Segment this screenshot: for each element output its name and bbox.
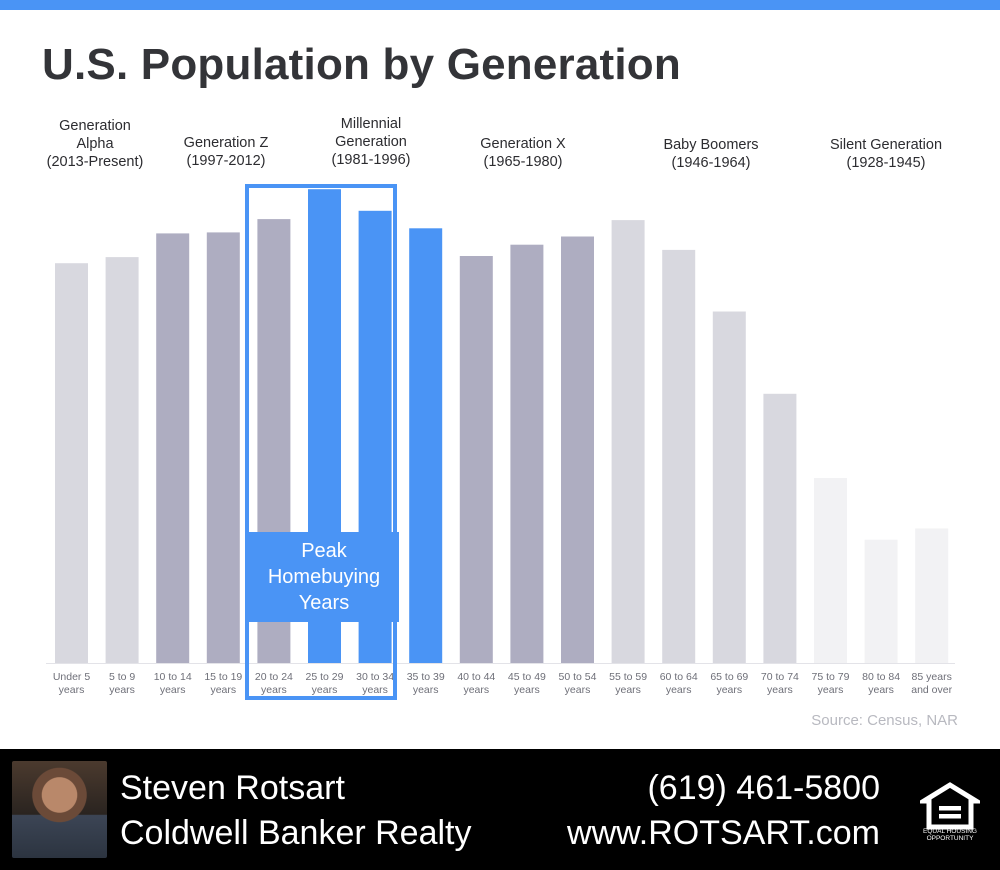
tick-label: 50 to 54 — [559, 671, 597, 683]
tick-label: years — [514, 684, 540, 696]
tick-label: years — [210, 684, 236, 696]
generation-label-gen-z: Generation Z (1997-2012) — [183, 135, 269, 169]
peak-homebuying-highlight-box — [245, 184, 397, 700]
generation-label-millennial: Millennial Generation (1981-1996) — [331, 116, 411, 168]
tick-label: years — [261, 684, 287, 696]
peak-homebuying-label: Peak Homebuying Years — [249, 532, 399, 622]
tick-label: 85 years — [912, 671, 952, 683]
agent-phone[interactable]: (619) 461-5800 — [647, 769, 880, 807]
tick-label: 70 to 74 — [761, 671, 799, 683]
bar-55-to-59 — [611, 220, 645, 663]
tick-label: years — [160, 684, 186, 696]
tick-label: 25 to 29 — [306, 671, 344, 683]
tick-label: 35 to 39 — [407, 671, 445, 683]
tick-label: 15 to 19 — [204, 671, 242, 683]
tick-label: Under 5 — [53, 671, 91, 683]
equal-housing-icon — [920, 782, 980, 830]
tick-label: years — [362, 684, 388, 696]
tick-label: years — [716, 684, 742, 696]
agent-name: Steven Rotsart — [120, 769, 345, 807]
tick-label: years — [868, 684, 894, 696]
tick-label: 45 to 49 — [508, 671, 546, 683]
tick-label: 5 to 9 — [109, 671, 135, 683]
bar-80-to-84 — [864, 539, 898, 663]
agent-footer: Steven Rotsart Coldwell Banker Realty (6… — [0, 749, 1000, 870]
bar-75-to-79 — [814, 478, 847, 663]
agent-website-link[interactable]: www.ROTSART.com — [567, 814, 880, 852]
tick-label: years — [463, 684, 489, 696]
tick-label: years — [312, 684, 338, 696]
bar-50-to-54 — [561, 236, 594, 663]
tick-label: 65 to 69 — [710, 671, 748, 683]
tick-label: years — [666, 684, 692, 696]
tick-label: 40 to 44 — [457, 671, 495, 683]
bar-under-5 — [55, 263, 88, 663]
tick-label: years — [767, 684, 793, 696]
tick-label: years — [109, 684, 135, 696]
bar-40-to-44 — [459, 256, 493, 663]
bar-70-to-74 — [763, 393, 797, 663]
tick-label: 55 to 59 — [609, 671, 647, 683]
generation-label-gen-x: Generation X (1965-1980) — [480, 136, 566, 170]
top-accent-bar — [0, 0, 1000, 10]
agent-company: Coldwell Banker Realty — [120, 814, 472, 852]
page-title: U.S. Population by Generation — [42, 40, 681, 89]
tick-label: 60 to 64 — [660, 671, 698, 683]
bar-10-to-14 — [156, 233, 190, 663]
bar-35-to-39 — [409, 228, 443, 664]
tick-label: years — [59, 684, 85, 696]
tick-label: years — [413, 684, 439, 696]
generation-label-baby-boomers: Baby Boomers (1946-1964) — [663, 137, 759, 171]
tick-label: years — [818, 684, 844, 696]
tick-label: 10 to 14 — [154, 671, 192, 683]
tick-label: years — [615, 684, 641, 696]
bar-15-to-19 — [206, 232, 240, 663]
tick-label: 30 to 34 — [356, 671, 394, 683]
bar-5-to-9 — [105, 257, 139, 663]
bar-60-to-64 — [662, 249, 696, 663]
bars-group — [55, 189, 949, 664]
bar-85-years — [915, 528, 949, 663]
tick-label: 80 to 84 — [862, 671, 900, 683]
source-note: Source: Census, NAR — [811, 712, 958, 729]
equal-housing-text: EQUAL HOUSING OPPORTUNITY — [923, 828, 977, 842]
bar-65-to-69 — [712, 311, 746, 663]
agent-photo — [12, 761, 107, 858]
generation-label-alpha: Generation Alpha (2013-Present) — [46, 118, 144, 170]
tick-label: 75 to 79 — [812, 671, 850, 683]
tick-label: 20 to 24 — [255, 671, 293, 683]
generation-label-silent: Silent Generation (1928-1945) — [829, 137, 943, 171]
bar-45-to-49 — [510, 244, 544, 663]
tick-label: years — [565, 684, 591, 696]
tick-label: and over — [911, 684, 952, 696]
